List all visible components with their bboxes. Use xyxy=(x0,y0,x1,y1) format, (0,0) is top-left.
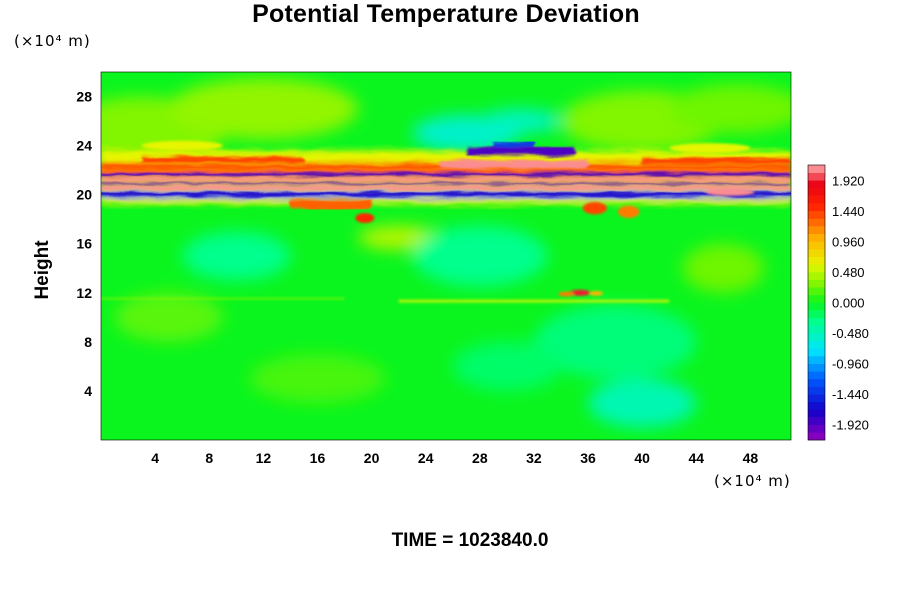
colorbar-segment xyxy=(808,279,825,288)
colorbar-frame xyxy=(807,164,826,441)
x-tick-label: 20 xyxy=(364,450,380,466)
y-tick-label: 24 xyxy=(76,138,92,154)
x-tick-label: 16 xyxy=(310,450,326,466)
x-tick-label: 24 xyxy=(418,450,434,466)
x-tick-label: 48 xyxy=(743,450,759,466)
y-unit-label: (×10⁴ m) xyxy=(14,32,91,50)
colorbar-segment xyxy=(808,195,825,204)
colorbar-tick-label: -1.440 xyxy=(832,387,869,402)
x-tick-label: 32 xyxy=(526,450,542,466)
colorbar-tick-label: 0.000 xyxy=(832,296,865,311)
x-tick-labels: 4 8 12 16 20 24 28 32 36 40 44 48 xyxy=(151,450,758,466)
plot-frame xyxy=(100,71,792,441)
colorbar-segment xyxy=(808,317,825,326)
colorbar-segment xyxy=(808,203,825,212)
x-tick-label: 12 xyxy=(256,450,272,466)
colorbar-segment xyxy=(808,355,825,364)
y-tick-labels: 4 8 12 16 20 24 28 xyxy=(76,89,92,399)
colorbar-segment xyxy=(808,378,825,387)
colorbar-segment xyxy=(808,401,825,410)
colorbar-segment xyxy=(808,264,825,273)
colorbar-segment xyxy=(808,371,825,380)
colorbar-segment xyxy=(808,348,825,357)
colorbar-tick-label: 1.920 xyxy=(832,173,865,188)
colorbar-tick-label: 0.960 xyxy=(832,234,865,249)
colorbar-segment xyxy=(808,241,825,250)
y-tick-label: 8 xyxy=(84,334,92,350)
x-tick-label: 8 xyxy=(205,450,213,466)
x-tick-label: 4 xyxy=(151,450,159,466)
colorbar-segment xyxy=(808,294,825,303)
colorbar-segment xyxy=(808,310,825,319)
x-tick-label: 40 xyxy=(634,450,650,466)
time-label: TIME = 1023840.0 xyxy=(391,530,549,551)
colorbar-segment xyxy=(808,218,825,227)
colorbar-segment xyxy=(808,424,825,433)
colorbar-segment xyxy=(808,432,825,441)
colorbar-segment xyxy=(808,363,825,372)
colorbar-tick-label: 0.480 xyxy=(832,265,865,280)
colorbar-segment xyxy=(808,302,825,311)
colorbar-segment xyxy=(808,180,825,189)
colorbar-tick-label: -0.960 xyxy=(832,357,869,372)
colorbar-segment xyxy=(808,271,825,280)
x-tick-label: 28 xyxy=(472,450,488,466)
y-tick-label: 16 xyxy=(76,236,92,252)
y-tick-label: 4 xyxy=(84,383,92,399)
colorbar-segment xyxy=(808,333,825,341)
colorbar-segment xyxy=(808,340,825,349)
colorbar-tick-label: -1.920 xyxy=(832,418,869,433)
chart-title: Potential Temperature Deviation xyxy=(252,0,640,28)
x-tick-label: 44 xyxy=(689,450,705,466)
colorbar-segment xyxy=(808,394,825,403)
colorbar-segment xyxy=(808,249,825,257)
y-tick-label: 20 xyxy=(76,187,92,203)
colorbar-segment xyxy=(808,386,825,395)
y-tick-label: 12 xyxy=(76,285,92,301)
colorbar-segment xyxy=(808,325,825,334)
x-unit-label: (×10⁴ m) xyxy=(714,472,791,490)
colorbar-segment xyxy=(808,409,825,418)
colorbar-tick-label: 1.440 xyxy=(832,204,865,219)
colorbar-segment xyxy=(808,172,825,181)
colorbar-segment xyxy=(808,210,825,219)
colorbar: 1.920 1.440 0.960 0.480 0.000 -0.480 -0.960 -1.… xyxy=(807,164,869,441)
colorbar-segment xyxy=(808,287,825,296)
colorbar-segment xyxy=(808,417,825,426)
colorbar-segment xyxy=(808,256,825,265)
field-spots xyxy=(101,140,755,303)
colorbar-segment xyxy=(808,233,825,242)
colorbar-segment xyxy=(808,187,825,196)
y-tick-label: 28 xyxy=(76,89,92,105)
x-tick-label: 36 xyxy=(580,450,596,466)
field-jet-band xyxy=(101,141,791,210)
colorbar-tick-label: -0.480 xyxy=(832,326,869,341)
colorbar-segment xyxy=(808,165,825,173)
colorbar-segment xyxy=(808,226,825,235)
heatmap-field xyxy=(101,72,791,440)
